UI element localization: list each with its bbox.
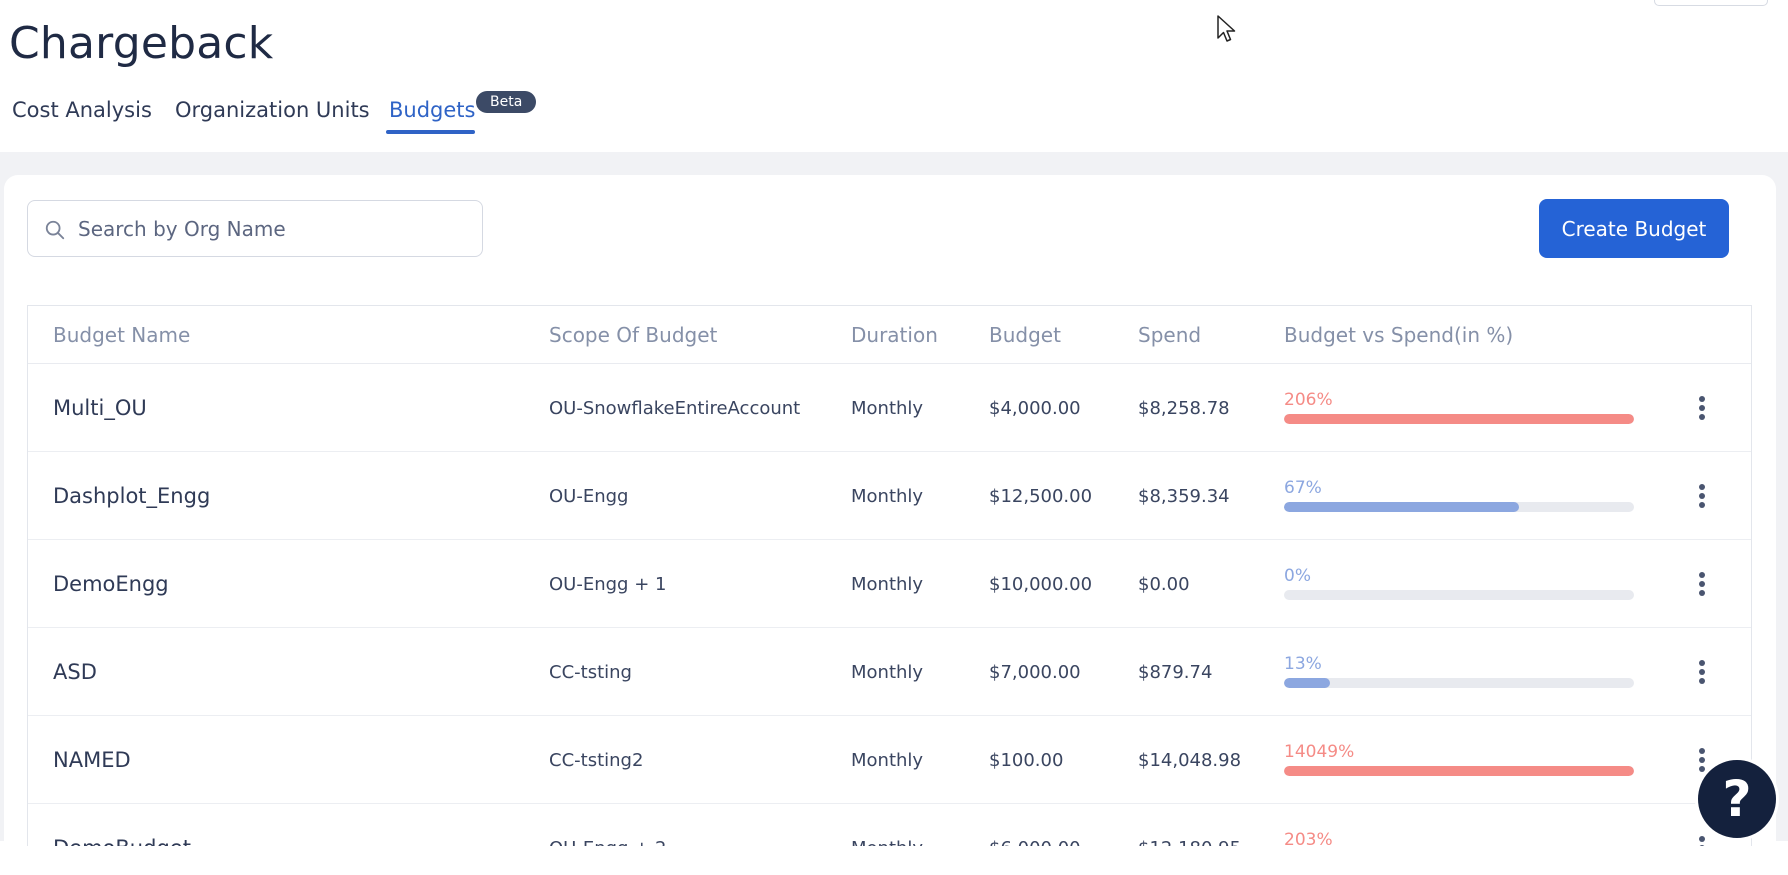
search-input[interactable] xyxy=(76,201,476,256)
budget-amount: $10,000.00 xyxy=(989,573,1093,595)
progress-bar-fill xyxy=(1284,766,1634,776)
budget-scope: CC-tsting xyxy=(549,661,632,683)
column-header-budget-name[interactable]: Budget Name xyxy=(53,323,191,347)
budget-vs-spend-label: 0% xyxy=(1284,566,1311,586)
budget-spend: $12,180.95 xyxy=(1138,804,1241,847)
budget-scope: OU-Engg + 1 xyxy=(549,573,667,595)
more-vertical-icon[interactable] xyxy=(1690,746,1714,774)
budget-vs-spend-label: 14049% xyxy=(1284,742,1355,762)
budget-scope: OU-SnowflakeEntireAccount xyxy=(549,397,801,419)
progress-bar xyxy=(1284,590,1634,600)
more-vertical-icon[interactable] xyxy=(1690,570,1714,598)
create-budget-button[interactable]: Create Budget xyxy=(1539,199,1729,258)
budget-amount: $12,500.00 xyxy=(989,485,1093,507)
budgets-card xyxy=(4,175,1776,875)
budgets-table: Budget Name Scope Of Budget Duration Bud… xyxy=(27,305,1752,846)
progress-bar-fill xyxy=(1284,414,1634,424)
progress-bar-fill xyxy=(1284,678,1330,688)
budget-spend: $879.74 xyxy=(1138,661,1213,683)
budget-vs-spend-label: 13% xyxy=(1284,654,1322,674)
table-row[interactable]: NAMED CC-tsting2 Monthly $100.00 $14,048.98 1… xyxy=(28,716,1751,804)
help-button[interactable]: ? xyxy=(1695,757,1779,841)
column-header-budget[interactable]: Budget xyxy=(989,323,1061,347)
column-header-budget-vs-spend[interactable]: Budget vs Spend(in %) xyxy=(1284,323,1514,347)
budget-name[interactable]: Multi_OU xyxy=(53,396,147,420)
budget-duration: Monthly xyxy=(851,573,924,595)
budget-scope: OU-Engg + 2 xyxy=(549,804,666,847)
table-row[interactable]: DemoEngg OU-Engg + 1 Monthly $10,000.00 $0.0… xyxy=(28,540,1751,628)
budget-vs-spend-label: 203% xyxy=(1284,830,1333,846)
budget-vs-spend: 203% xyxy=(1284,830,1634,846)
budget-name[interactable]: DemoBudget xyxy=(53,804,191,846)
table-row[interactable]: Dashplot_Engg OU-Engg Monthly $12,500.00 $8,… xyxy=(28,452,1751,540)
more-vertical-icon[interactable] xyxy=(1690,834,1714,846)
budget-name[interactable]: DemoEngg xyxy=(53,572,169,596)
progress-bar-fill xyxy=(1284,502,1519,512)
budget-spend: $14,048.98 xyxy=(1138,749,1242,771)
search-icon xyxy=(45,220,65,240)
budget-scope: CC-tsting2 xyxy=(549,749,644,771)
column-header-spend[interactable]: Spend xyxy=(1138,323,1202,347)
budget-vs-spend-label: 67% xyxy=(1284,478,1322,498)
budget-duration: Monthly xyxy=(851,804,923,847)
mouse-cursor-icon xyxy=(1217,15,1236,42)
budget-vs-spend: 0% xyxy=(1284,566,1634,606)
budget-vs-spend: 14049% xyxy=(1284,742,1634,782)
progress-bar xyxy=(1284,678,1634,688)
budget-duration: Monthly xyxy=(851,397,924,419)
table-row[interactable]: DemoBudget OU-Engg + 2 Monthly $6,000.00 $12… xyxy=(28,804,1751,846)
page-title: Chargeback xyxy=(9,18,274,69)
tab-bar: Cost Analysis Organization Units Budgets… xyxy=(0,90,1788,134)
tab-organization-units[interactable]: Organization Units xyxy=(175,98,370,122)
more-vertical-icon[interactable] xyxy=(1690,482,1714,510)
budget-spend: $8,359.34 xyxy=(1138,485,1230,507)
budget-amount: $100.00 xyxy=(989,749,1064,771)
budget-vs-spend-label: 206% xyxy=(1284,390,1333,410)
table-row[interactable]: Multi_OU OU-SnowflakeEntireAccount Monthly… xyxy=(28,364,1751,452)
budget-amount: $6,000.00 xyxy=(989,804,1081,847)
column-header-duration[interactable]: Duration xyxy=(851,323,938,347)
more-vertical-icon[interactable] xyxy=(1690,658,1714,686)
budget-name[interactable]: Dashplot_Engg xyxy=(53,484,211,508)
search-box[interactable] xyxy=(27,200,483,257)
tab-budgets[interactable]: Budgets xyxy=(389,98,476,122)
budget-vs-spend: 67% xyxy=(1284,478,1634,518)
budget-duration: Monthly xyxy=(851,485,924,507)
budget-name[interactable]: ASD xyxy=(53,660,97,684)
budget-vs-spend: 206% xyxy=(1284,390,1634,430)
table-row[interactable]: ASD CC-tsting Monthly $7,000.00 $879.74 13% xyxy=(28,628,1751,716)
budget-vs-spend: 13% xyxy=(1284,654,1634,694)
column-header-scope[interactable]: Scope Of Budget xyxy=(549,323,718,347)
budget-amount: $4,000.00 xyxy=(989,397,1081,419)
progress-bar xyxy=(1284,766,1634,776)
progress-bar xyxy=(1284,414,1634,424)
progress-bar xyxy=(1284,502,1634,512)
budget-name[interactable]: NAMED xyxy=(53,748,131,772)
beta-badge: Beta xyxy=(476,91,537,113)
help-icon: ? xyxy=(1722,770,1752,828)
budget-spend: $0.00 xyxy=(1138,573,1190,595)
tab-cost-analysis[interactable]: Cost Analysis xyxy=(12,98,152,122)
top-right-control[interactable] xyxy=(1654,0,1768,6)
table-header: Budget Name Scope Of Budget Duration Bud… xyxy=(28,306,1751,364)
active-tab-indicator xyxy=(386,130,475,134)
budget-duration: Monthly xyxy=(851,661,924,683)
budget-spend: $8,258.78 xyxy=(1138,397,1230,419)
budget-duration: Monthly xyxy=(851,749,924,771)
budget-amount: $7,000.00 xyxy=(989,661,1081,683)
more-vertical-icon[interactable] xyxy=(1690,394,1714,422)
budget-scope: OU-Engg xyxy=(549,485,629,507)
